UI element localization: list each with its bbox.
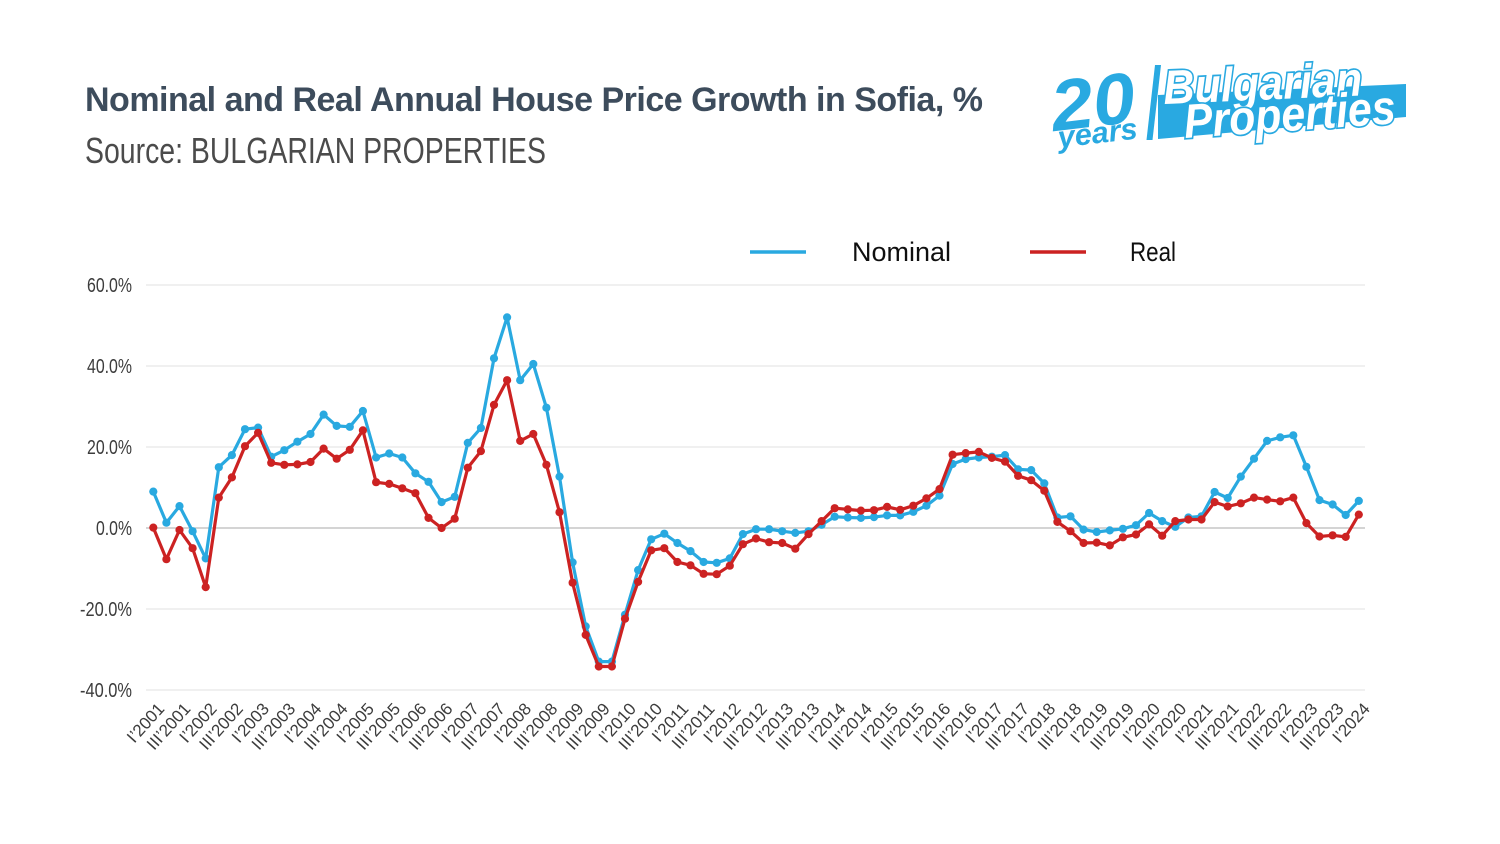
svg-text:Real: Real <box>1130 237 1176 267</box>
svg-text:-20.0%: -20.0% <box>80 599 132 621</box>
svg-text:60.0%: 60.0% <box>87 275 132 297</box>
svg-text:Nominal: Nominal <box>852 237 951 267</box>
svg-text:20.0%: 20.0% <box>87 437 132 459</box>
svg-text:-40.0%: -40.0% <box>80 680 132 702</box>
svg-text:20: 20 <box>1044 58 1139 147</box>
svg-text:40.0%: 40.0% <box>87 356 132 378</box>
svg-text:Bulgarian: Bulgarian <box>1162 53 1363 115</box>
svg-text:0.0%: 0.0% <box>96 518 132 540</box>
